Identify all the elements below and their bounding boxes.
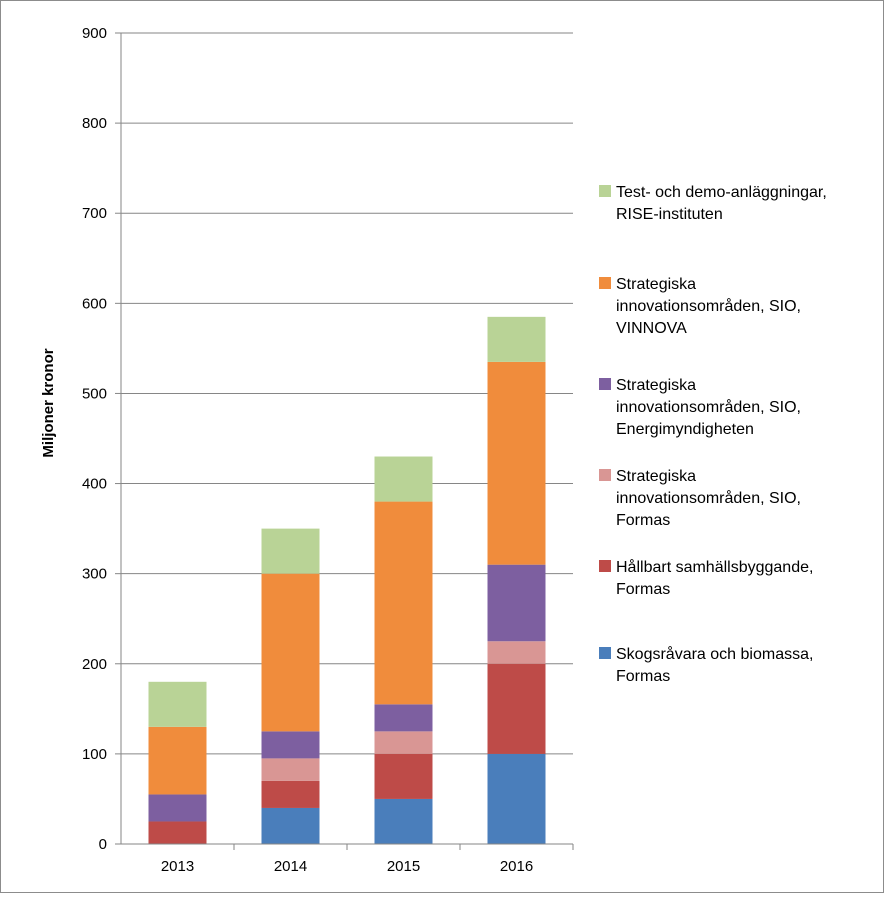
x-tick-labels: 2013 2014 2015 2016 <box>161 858 533 875</box>
legend-label: Hållbart samhällsbyggande, <box>616 558 813 576</box>
bar-segment-2016-series-1 <box>487 753 546 844</box>
bar-segment-2015-series-1 <box>374 798 433 844</box>
y-tick-label: 300 <box>82 566 107 583</box>
legend-label: Formas <box>616 512 670 529</box>
legend-label: Formas <box>616 668 670 685</box>
y-tick-label: 600 <box>82 295 107 312</box>
bar-segment-2014-series-1 <box>261 807 320 844</box>
legend-label: Formas <box>616 581 670 598</box>
bar-segment-2015-series-4 <box>374 704 433 732</box>
bar-segment-2014-series-3 <box>261 758 320 781</box>
legend: Skogsråvara och biomassa, Formas Hållbart … <box>599 184 827 685</box>
bar-segment-2014-series-2 <box>261 780 320 808</box>
bar-segment-2015-series-2 <box>374 753 433 799</box>
y-tick-label: 900 <box>82 25 107 42</box>
x-tick-label: 2014 <box>274 858 307 875</box>
legend-label: innovationsområden, SIO, <box>616 489 801 507</box>
x-tick-label: 2013 <box>161 858 194 875</box>
legend-label: Skogsråvara och biomassa, <box>616 645 813 663</box>
y-tick-label: 100 <box>82 746 107 763</box>
y-axis-label: Miljoner kronor <box>40 348 57 457</box>
x-tick-label: 2016 <box>500 858 533 875</box>
x-tick-label: 2015 <box>387 858 420 875</box>
bar-segment-2013-series-2 <box>148 821 207 844</box>
legend-swatch <box>599 185 611 197</box>
legend-swatch <box>599 560 611 572</box>
legend-label: Strategiska <box>616 276 696 293</box>
legend-label: VINNOVA <box>616 320 687 337</box>
y-tick-label: 700 <box>82 205 107 222</box>
legend-label: Strategiska <box>616 468 696 485</box>
y-tick-label: 400 <box>82 476 107 493</box>
bar-segment-2015-series-5 <box>374 501 433 705</box>
bar-segment-2014-series-4 <box>261 731 320 759</box>
legend-swatch <box>599 469 611 481</box>
axes <box>115 32 574 850</box>
y-tick-labels: 0 100 200 300 400 500 600 700 800 900 <box>82 25 107 853</box>
bars <box>148 316 546 844</box>
legend-swatch <box>599 277 611 289</box>
bar-segment-2014-series-5 <box>261 573 320 732</box>
bar-segment-2013-series-4 <box>148 794 207 822</box>
y-tick-label: 0 <box>99 836 107 853</box>
bar-segment-2016-series-4 <box>487 564 546 642</box>
bar-segment-2015-series-6 <box>374 456 433 502</box>
gridlines <box>121 32 573 755</box>
bar-segment-2016-series-6 <box>487 316 546 362</box>
y-tick-label: 800 <box>82 115 107 132</box>
bar-segment-2016-series-2 <box>487 663 546 754</box>
bar-segment-2015-series-3 <box>374 731 433 754</box>
legend-label: Energimyndigheten <box>616 421 754 438</box>
bar-segment-2014-series-6 <box>261 528 320 574</box>
legend-swatch <box>599 378 611 390</box>
bar-segment-2013-series-6 <box>148 681 207 727</box>
legend-label: innovationsområden, SIO, <box>616 297 801 315</box>
y-tick-label: 500 <box>82 385 107 402</box>
bar-segment-2016-series-3 <box>487 641 546 664</box>
legend-label: innovationsområden, SIO, <box>616 398 801 416</box>
bar-segment-2013-series-5 <box>148 726 207 795</box>
y-tick-label: 200 <box>82 656 107 673</box>
legend-swatch <box>599 647 611 659</box>
bar-segment-2016-series-5 <box>487 361 546 565</box>
legend-label: RISE-instituten <box>616 206 723 223</box>
legend-label: Strategiska <box>616 377 696 394</box>
legend-label: Test- och demo-anläggningar, <box>616 184 827 201</box>
